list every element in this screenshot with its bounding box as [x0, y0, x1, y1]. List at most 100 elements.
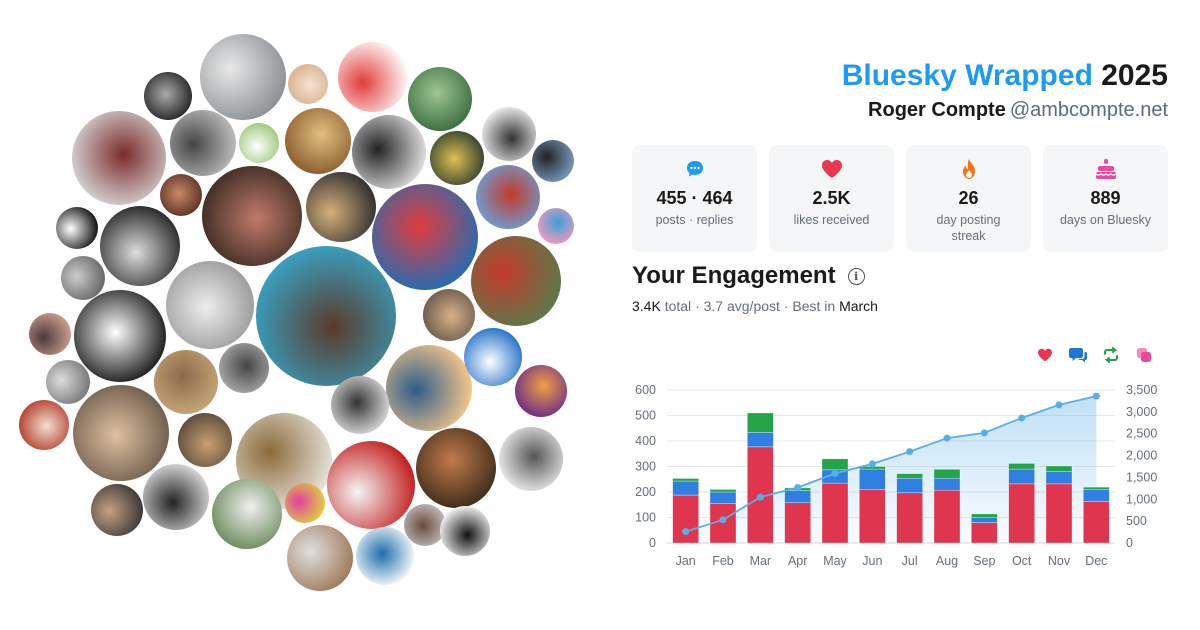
total-word: total [664, 298, 692, 314]
y-tick-label-right: 1,500 [1126, 470, 1157, 484]
avatar [408, 67, 472, 131]
bar-segment [1083, 486, 1110, 491]
bar-segment [709, 491, 737, 504]
bar-segment [784, 502, 811, 544]
brand-title: Bluesky Wrapped [841, 59, 1093, 92]
header: Bluesky Wrapped 2025 Roger Compte @ambcom… [842, 58, 1168, 124]
best-month: March [839, 298, 878, 314]
y-axis-right: 0 500 1,000 1,500 2,000 2,500 3,000 3,500 [1126, 383, 1157, 550]
avatar [416, 428, 496, 508]
bar-segment [672, 494, 699, 544]
avatar [476, 165, 540, 229]
separator: · [695, 298, 700, 314]
bar-segment [784, 490, 811, 504]
avatar [72, 111, 166, 205]
avatar [74, 290, 166, 382]
x-tick-label: Feb [712, 554, 734, 568]
cumulative-point [682, 528, 690, 536]
x-tick-label: Jun [862, 554, 882, 568]
bar-segment [1045, 471, 1073, 485]
heart-icon [769, 158, 894, 180]
year-label: 2025 [1101, 59, 1168, 92]
stat-label: days on Bluesky [1059, 213, 1152, 227]
avatar [464, 328, 522, 386]
cumulative-point [980, 429, 988, 437]
engagement-summary: 3.4K total · 3.7 avg/post · Best in Marc… [632, 298, 878, 314]
avatar-collage [19, 34, 574, 591]
bar-segment [1045, 465, 1073, 472]
cumulative-point [1018, 414, 1026, 422]
avatar [356, 527, 414, 585]
avatar [430, 131, 484, 185]
x-tick-label: Dec [1085, 554, 1107, 568]
reply-icon[interactable] [1069, 346, 1087, 364]
avg-per-post: 3.7 avg/post [703, 298, 780, 314]
cumulative-point [719, 516, 727, 524]
heart-icon[interactable] [1036, 346, 1054, 364]
info-icon[interactable]: i [847, 267, 865, 285]
x-tick-label: Oct [1012, 554, 1032, 568]
bar-segment [1008, 463, 1035, 470]
bar-segment [709, 489, 737, 493]
avatar [327, 441, 415, 529]
x-tick-label: Nov [1048, 554, 1071, 568]
x-tick-label: Jan [676, 554, 696, 568]
repost-icon[interactable] [1102, 346, 1120, 364]
avatar [19, 400, 69, 450]
bar-segment [971, 517, 998, 523]
bar-segment [821, 482, 849, 544]
stat-label: posts · replies [655, 213, 734, 227]
bar-segment [971, 513, 998, 518]
stat-value: 26 [958, 188, 979, 208]
x-tick-label: Apr [788, 554, 807, 568]
stat-card-posts: 455 · 464 posts · replies [632, 145, 757, 252]
y-tick-label-left: 300 [635, 460, 656, 474]
bar-segment [1008, 468, 1035, 485]
cumulative-point [906, 448, 914, 456]
y-tick-label-right: 2,000 [1126, 449, 1157, 463]
avatar [352, 115, 426, 189]
avatar [285, 483, 325, 523]
avatar [160, 174, 202, 216]
avatar [423, 289, 475, 341]
y-tick-label-left: 600 [635, 383, 656, 397]
stat-card-likes: 2.5K likes received [769, 145, 894, 252]
y-tick-label-right: 2,500 [1126, 427, 1157, 441]
bar-segment [896, 477, 923, 494]
cumulative-point [868, 460, 876, 468]
avatar [170, 110, 236, 176]
quote-icon[interactable] [1135, 346, 1153, 364]
user-line: Roger Compte @ambcompte.net [842, 96, 1168, 124]
avatar [56, 207, 98, 249]
cumulative-point [831, 469, 839, 477]
stat-value: 2.5K [812, 188, 851, 208]
avatar [372, 184, 478, 290]
y-tick-label-right: 3,500 [1126, 383, 1157, 397]
x-tick-label: Aug [936, 554, 958, 568]
best-prefix: Best in [792, 298, 836, 314]
avatar [61, 256, 105, 300]
y-tick-label-left: 500 [635, 409, 656, 423]
bar-segment [747, 412, 774, 433]
y-tick-label-left: 100 [635, 511, 656, 525]
bar-segment [971, 522, 998, 544]
stats-row: 455 · 464 posts · replies 2.5K likes rec… [632, 145, 1168, 252]
bar-segment [821, 458, 849, 471]
y-tick-label-right: 1,000 [1126, 492, 1157, 506]
bar-segment [1045, 483, 1073, 544]
bar-segment [933, 469, 961, 479]
avatar [91, 484, 143, 536]
avatar [144, 72, 192, 120]
bar-segment [896, 492, 923, 544]
avatar [287, 525, 353, 591]
avatar [338, 42, 408, 112]
y-axis-left: 0 100 200 300 400 500 600 [635, 383, 656, 550]
engagement-chart: 0 100 200 300 400 500 600 0 500 1,000 1,500 2,000 2… [635, 383, 1157, 568]
bar-segment [672, 480, 699, 496]
bar-segment [933, 489, 961, 544]
cumulative-line [682, 392, 1100, 536]
stat-label: day posting streak [936, 213, 1001, 243]
avatar [440, 506, 490, 556]
avatar [29, 313, 71, 355]
avatar [200, 34, 286, 120]
